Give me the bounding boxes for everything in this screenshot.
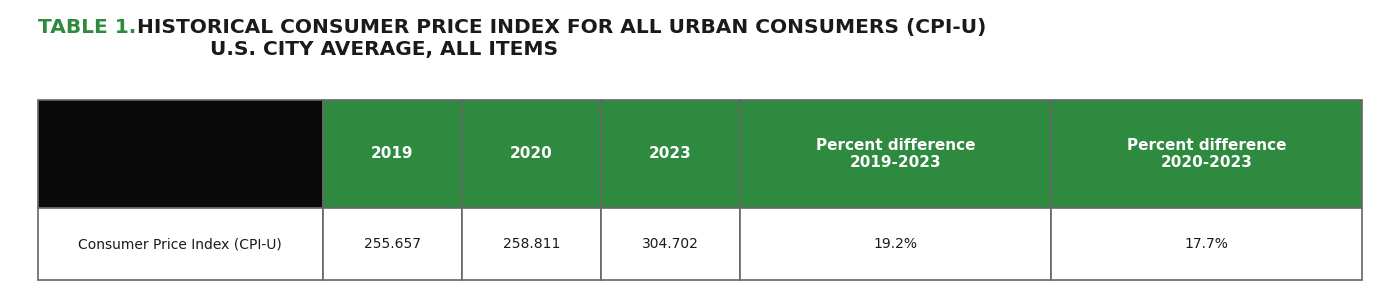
Bar <box>601 100 739 208</box>
Text: 19.2%: 19.2% <box>874 237 917 251</box>
Text: 2020: 2020 <box>510 147 553 161</box>
Bar <box>1051 100 1362 208</box>
Bar <box>38 208 322 280</box>
Text: 17.7%: 17.7% <box>1184 237 1228 251</box>
Text: 2019: 2019 <box>371 147 413 161</box>
Bar <box>601 208 739 280</box>
Text: TABLE 1.: TABLE 1. <box>38 18 136 37</box>
Text: Percent difference
2019-2023: Percent difference 2019-2023 <box>816 138 974 170</box>
Bar <box>1051 208 1362 280</box>
Text: Percent difference
2020-2023: Percent difference 2020-2023 <box>1127 138 1287 170</box>
Bar <box>739 208 1051 280</box>
Bar <box>38 100 322 208</box>
Text: U.S. CITY AVERAGE, ALL ITEMS: U.S. CITY AVERAGE, ALL ITEMS <box>210 40 559 59</box>
Bar <box>322 208 462 280</box>
Text: 258.811: 258.811 <box>503 237 560 251</box>
Bar <box>322 100 462 208</box>
Text: 255.657: 255.657 <box>364 237 420 251</box>
Text: 2023: 2023 <box>648 147 692 161</box>
Text: 304.702: 304.702 <box>641 237 699 251</box>
Bar <box>739 100 1051 208</box>
Bar <box>462 100 601 208</box>
Bar <box>462 208 601 280</box>
Text: Consumer Price Index (CPI-U): Consumer Price Index (CPI-U) <box>78 237 283 251</box>
Text: HISTORICAL CONSUMER PRICE INDEX FOR ALL URBAN CONSUMERS (CPI-U): HISTORICAL CONSUMER PRICE INDEX FOR ALL … <box>130 18 987 37</box>
